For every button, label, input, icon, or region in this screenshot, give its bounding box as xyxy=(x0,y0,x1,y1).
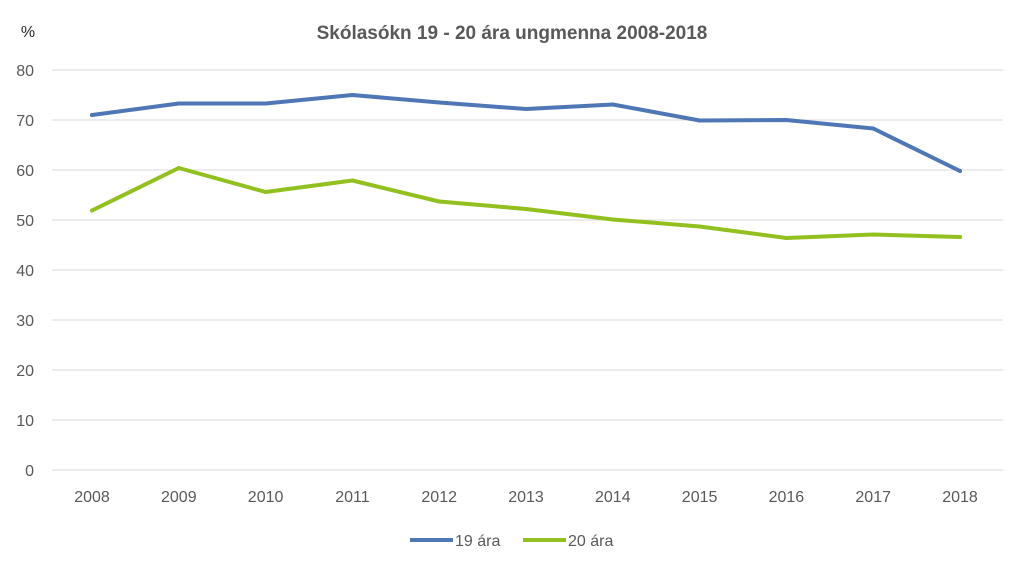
y-tick-label: 20 xyxy=(16,363,34,380)
chart-title: Skólasókn 19 - 20 ára ungmenna 2008-2018 xyxy=(317,23,708,44)
data-point xyxy=(784,118,789,122)
y-axis-unit-label: % xyxy=(21,24,35,41)
legend-item: 20 ára xyxy=(523,533,613,550)
data-point xyxy=(437,199,442,204)
data-point xyxy=(263,190,268,194)
series-lines xyxy=(90,93,962,240)
data-point xyxy=(350,93,355,97)
legend: 19 ára 20 ára xyxy=(410,533,613,550)
series-line xyxy=(90,93,962,173)
y-tick-label: 40 xyxy=(16,263,34,280)
data-point xyxy=(697,118,702,123)
data-point xyxy=(871,126,876,131)
data-point xyxy=(350,178,355,183)
data-point xyxy=(697,224,702,229)
series-1 xyxy=(90,93,962,173)
data-point xyxy=(90,113,94,117)
data-point xyxy=(437,100,442,105)
y-tick-label: 0 xyxy=(25,463,34,480)
x-tick-label: 2008 xyxy=(74,489,110,506)
data-point xyxy=(176,166,181,170)
data-point xyxy=(871,232,876,237)
legend-item: 19 ára xyxy=(410,533,500,550)
x-tick-label: 2015 xyxy=(682,489,718,506)
y-tick-label: 60 xyxy=(16,163,34,180)
x-tick-label: 2016 xyxy=(769,489,805,506)
y-tick-label: 80 xyxy=(16,63,34,80)
y-axis-ticks: 0 10 20 30 40 50 60 70 80 xyxy=(16,63,34,480)
x-tick-label: 2011 xyxy=(335,489,370,506)
legend-label: 20 ára xyxy=(568,533,613,550)
x-tick-label: 2018 xyxy=(942,489,978,506)
y-tick-label: 30 xyxy=(16,313,34,330)
data-point xyxy=(263,101,268,106)
data-point xyxy=(958,235,962,239)
x-axis-ticks: 2008 2009 2010 2011 2012 2013 2014 2015 2016 2017… xyxy=(74,489,978,506)
data-point xyxy=(784,236,789,240)
data-point xyxy=(90,208,94,213)
x-tick-label: 2009 xyxy=(161,489,197,506)
data-point xyxy=(524,107,528,111)
y-tick-label: 50 xyxy=(16,213,34,230)
series-line xyxy=(90,166,962,240)
legend-label: 19 ára xyxy=(455,533,500,550)
x-tick-label: 2017 xyxy=(855,489,891,506)
series-2 xyxy=(90,166,962,240)
x-tick-label: 2014 xyxy=(595,489,631,506)
data-point xyxy=(610,217,615,222)
y-tick-label: 10 xyxy=(16,413,34,430)
x-tick-label: 2010 xyxy=(248,489,284,506)
data-point xyxy=(958,169,962,173)
y-tick-label: 70 xyxy=(16,113,34,130)
data-point xyxy=(524,207,528,211)
x-tick-label: 2013 xyxy=(508,489,544,506)
gridlines xyxy=(52,69,1003,471)
data-point xyxy=(610,102,615,107)
data-point xyxy=(176,101,181,106)
x-tick-label: 2012 xyxy=(421,489,457,506)
